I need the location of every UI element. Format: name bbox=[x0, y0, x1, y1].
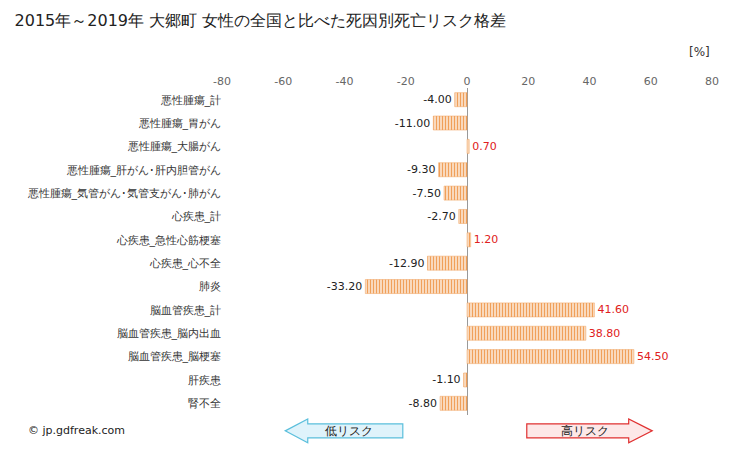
svg-text:1.20: 1.20 bbox=[474, 233, 499, 246]
svg-text:腎不全: 腎不全 bbox=[188, 397, 221, 410]
svg-text:-1.10: -1.10 bbox=[432, 373, 460, 386]
svg-text:-40: -40 bbox=[336, 75, 354, 88]
svg-text:脳血管疾患_脳梗塞: 脳血管疾患_脳梗塞 bbox=[128, 350, 222, 363]
svg-text:-8.80: -8.80 bbox=[409, 397, 437, 410]
svg-text:-7.50: -7.50 bbox=[413, 187, 441, 200]
svg-text:-60: -60 bbox=[274, 75, 292, 88]
svg-text:心疾患_計: 心疾患_計 bbox=[171, 210, 222, 223]
svg-text:54.50: 54.50 bbox=[637, 350, 669, 363]
svg-text:38.80: 38.80 bbox=[589, 327, 621, 340]
svg-text:悪性腫瘍_肝がん･肝内胆管がん: 悪性腫瘍_肝がん･肝内胆管がん bbox=[66, 164, 222, 177]
svg-text:40: 40 bbox=[583, 75, 597, 88]
svg-text:0.70: 0.70 bbox=[472, 140, 497, 153]
svg-text:-11.00: -11.00 bbox=[395, 117, 430, 130]
svg-text:-12.90: -12.90 bbox=[389, 257, 424, 270]
svg-text:20: 20 bbox=[521, 75, 535, 88]
svg-text:[%]: [%] bbox=[689, 45, 710, 59]
svg-text:悪性腫瘍_計: 悪性腫瘍_計 bbox=[160, 94, 222, 107]
svg-text:高リスク: 高リスク bbox=[561, 424, 609, 438]
svg-text:© jp.gdfreak.com: © jp.gdfreak.com bbox=[28, 424, 125, 437]
svg-text:肝疾患: 肝疾患 bbox=[188, 374, 221, 387]
svg-text:悪性腫瘍_胃がん: 悪性腫瘍_胃がん bbox=[138, 117, 222, 130]
svg-text:41.60: 41.60 bbox=[597, 303, 629, 316]
svg-text:悪性腫瘍_気管がん･気管支がん･肺がん: 悪性腫瘍_気管がん･気管支がん･肺がん bbox=[27, 187, 222, 200]
svg-text:脳血管疾患_脳内出血: 脳血管疾患_脳内出血 bbox=[117, 327, 222, 340]
svg-text:-33.20: -33.20 bbox=[327, 280, 362, 293]
svg-text:0: 0 bbox=[464, 75, 471, 88]
svg-text:心疾患_心不全: 心疾患_心不全 bbox=[149, 257, 222, 270]
svg-text:80: 80 bbox=[705, 75, 719, 88]
svg-text:-4.00: -4.00 bbox=[423, 93, 451, 106]
svg-text:2015年～2019年 大郷町 女性の全国と比べた死因別死亡: 2015年～2019年 大郷町 女性の全国と比べた死因別死亡リスク格差 bbox=[15, 11, 507, 30]
svg-text:60: 60 bbox=[644, 75, 658, 88]
svg-text:心疾患_急性心筋梗塞: 心疾患_急性心筋梗塞 bbox=[116, 234, 222, 247]
svg-text:-2.70: -2.70 bbox=[427, 210, 455, 223]
svg-text:低リスク: 低リスク bbox=[325, 424, 373, 438]
svg-text:-9.30: -9.30 bbox=[407, 163, 435, 176]
svg-text:脳血管疾患_計: 脳血管疾患_計 bbox=[150, 304, 222, 317]
svg-text:-20: -20 bbox=[397, 75, 415, 88]
svg-text:-80: -80 bbox=[213, 75, 231, 88]
svg-text:悪性腫瘍_大腸がん: 悪性腫瘍_大腸がん bbox=[127, 140, 222, 153]
svg-text:肺炎: 肺炎 bbox=[199, 280, 221, 293]
